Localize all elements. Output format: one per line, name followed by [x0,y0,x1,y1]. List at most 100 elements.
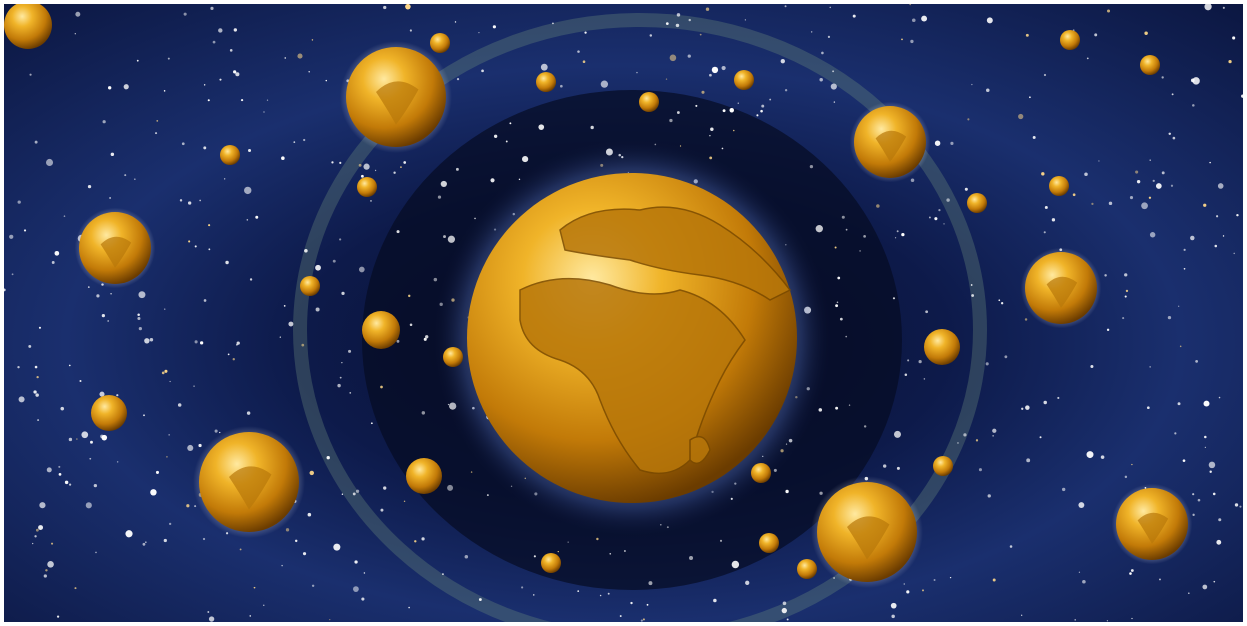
star [95,551,97,554]
star [834,246,837,249]
star [910,39,914,44]
star [1135,170,1139,174]
star [1057,396,1060,400]
star [1179,345,1182,348]
globe [443,347,463,367]
star [236,341,240,345]
star [203,299,207,302]
star [921,15,928,22]
star [284,57,287,59]
star [957,442,959,444]
star [642,618,645,621]
globe [91,395,127,431]
globe [967,193,987,213]
star [540,63,548,71]
star [1032,135,1036,139]
star [383,486,387,490]
star [326,456,330,460]
star [1216,215,1219,218]
star [142,542,146,546]
star [358,266,365,273]
globe [362,311,400,349]
star [302,552,307,556]
star [761,104,765,108]
star [1170,184,1174,187]
star [403,500,406,502]
star [447,484,454,491]
globe [797,559,817,579]
star [150,489,157,496]
star [896,466,900,470]
star [36,375,39,379]
star [486,494,489,497]
star [224,178,226,180]
star [619,615,622,618]
star [168,434,170,436]
star [110,293,112,295]
star [18,396,25,403]
star [1172,136,1176,140]
star [187,201,192,205]
star [194,245,197,248]
star [1122,317,1125,320]
star [339,161,342,164]
star [705,7,710,11]
star [81,431,89,439]
star [225,260,229,265]
star [1086,451,1094,459]
globe-land [847,516,890,560]
star [183,12,187,16]
star [34,535,37,538]
star [934,217,938,221]
star [1090,365,1094,369]
star [607,592,610,595]
star [408,606,410,609]
star [883,464,887,468]
star [841,215,845,219]
star [51,261,55,264]
star [214,429,218,433]
star [963,433,967,437]
star [315,307,320,312]
star [910,178,915,183]
star [1203,400,1210,407]
star [1100,455,1105,459]
star [577,590,580,592]
star [975,439,979,442]
globe-land [875,130,907,162]
star [179,199,183,202]
star [116,394,119,397]
star [815,224,823,233]
star [87,286,90,288]
globe [4,1,52,49]
star [892,297,896,300]
star [852,14,856,18]
star [229,49,233,52]
star [293,141,296,143]
star [478,32,480,34]
star [676,111,680,114]
star [669,54,677,62]
star [1131,617,1133,620]
star [263,111,265,113]
star [630,601,633,605]
star [1213,580,1216,583]
star [964,187,968,191]
star [283,305,286,307]
star [1204,3,1212,11]
star [37,419,40,421]
star [1209,161,1211,164]
star [1039,436,1042,439]
star [845,335,848,338]
star [896,230,899,233]
star [58,465,61,468]
star [235,72,240,77]
star [396,339,400,343]
star [695,104,698,107]
star [1106,328,1110,332]
star [263,604,265,606]
star [181,142,185,146]
star [1155,183,1162,189]
star [54,250,60,256]
star [421,411,426,415]
